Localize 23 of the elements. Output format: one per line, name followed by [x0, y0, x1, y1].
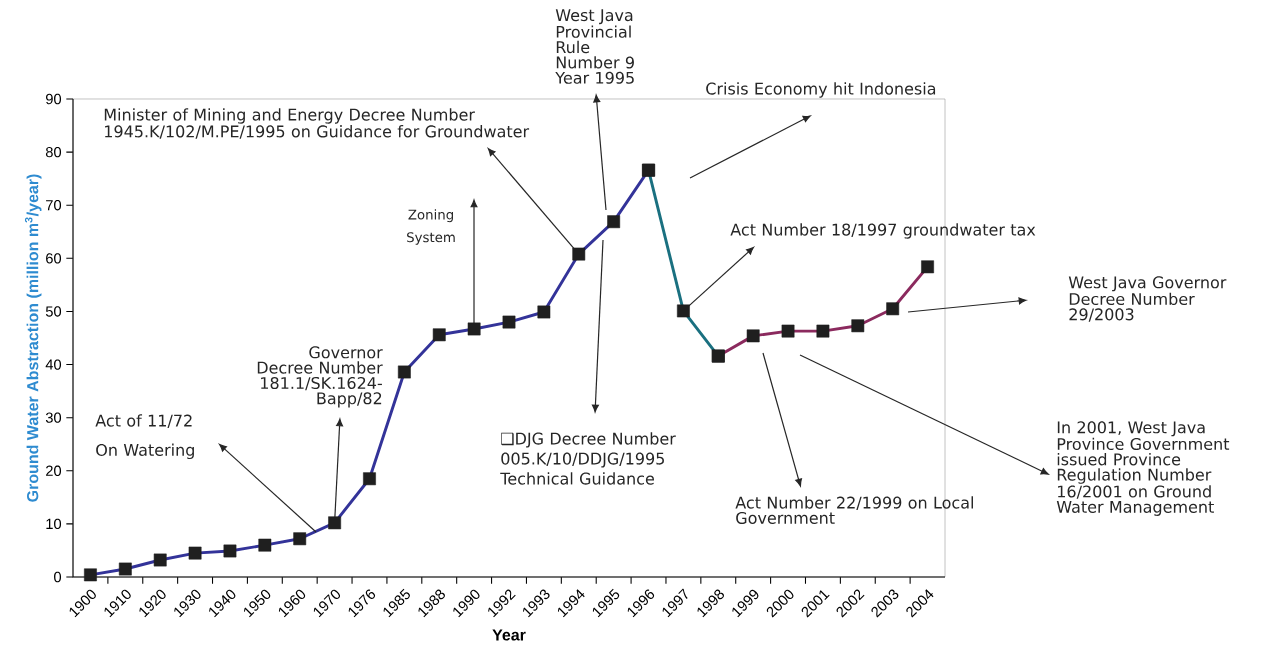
annotation: Minister of Mining and Energy Decree Number 1945.K/102/M.PE/1995 on Guidance for Groundwater: [104, 108, 530, 139]
text: Crisis Economy hit Indonesia: [706, 82, 936, 98]
y-tick-label: 80: [45, 146, 62, 158]
y-tick-label: 90: [46, 93, 62, 105]
text: West Java Governor Decree Number 29/2003: [1068, 276, 1227, 322]
y-tick-label: 10: [46, 518, 62, 530]
y-tick-label: 60: [46, 253, 62, 264]
annotation: Act Number 22/1999 on Local Government: [735, 496, 973, 524]
annotation: ❑DJG Decree Number 005.K/10/DDJG/1995 Technical Guidance: [500, 432, 676, 485]
annotation: Act Number 18/1997 groundwater tax: [730, 223, 1036, 239]
annotation: Zoning System: [407, 209, 455, 245]
annotation: Act of 11/72 On Watering: [95, 414, 194, 460]
annotation: Governor Decree Number 181.1/SK.1624-Bapp/82: [257, 346, 383, 408]
y-tick-label: 70: [46, 200, 62, 211]
text: West Java Provincial Rule Number 9 Year 1995: [555, 9, 634, 84]
y-tick-label: 40: [45, 359, 62, 370]
y-tick-label: 0: [54, 571, 62, 583]
y-tick-label: 50: [45, 306, 62, 317]
x-axis-title: Year: [492, 629, 526, 641]
y-tick-label: 20: [46, 465, 62, 476]
text: In 2001, West Java Province Government issued Province Regulation Number 16/2001 on Ground Water Management: [1056, 421, 1230, 516]
y-axis-title: Ground Water Abstraction (million m$^{3}$/year): [24, 174, 42, 502]
y-tick-label: 30: [45, 412, 62, 423]
